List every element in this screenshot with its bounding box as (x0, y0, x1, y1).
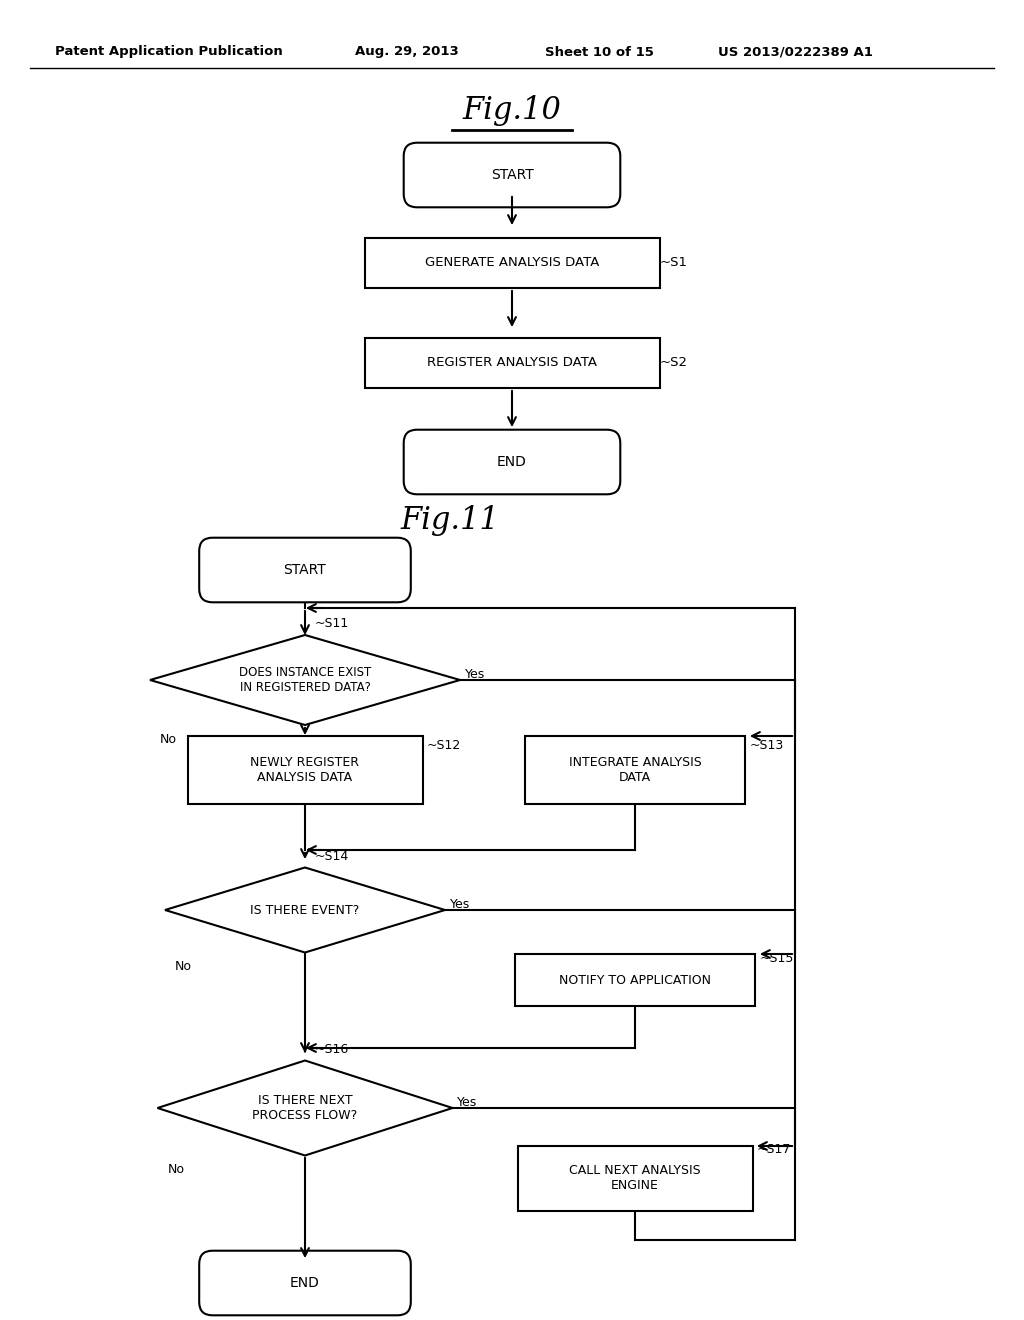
Text: ~S13: ~S13 (750, 739, 784, 752)
Text: Yes: Yes (457, 1097, 477, 1110)
FancyBboxPatch shape (200, 1251, 411, 1315)
FancyBboxPatch shape (403, 143, 621, 207)
Text: NOTIFY TO APPLICATION: NOTIFY TO APPLICATION (559, 974, 711, 986)
Text: ~S11: ~S11 (315, 616, 349, 630)
Text: Patent Application Publication: Patent Application Publication (55, 45, 283, 58)
Text: ~S15: ~S15 (760, 952, 795, 965)
Text: ~S2: ~S2 (660, 356, 688, 370)
Text: Aug. 29, 2013: Aug. 29, 2013 (355, 45, 459, 58)
FancyBboxPatch shape (403, 430, 621, 494)
Text: Sheet 10 of 15: Sheet 10 of 15 (545, 45, 654, 58)
Text: No: No (160, 733, 177, 746)
Text: INTEGRATE ANALYSIS
DATA: INTEGRATE ANALYSIS DATA (568, 756, 701, 784)
Bar (525, 737, 745, 804)
Bar (365, 338, 659, 388)
Text: END: END (497, 455, 527, 469)
Bar (515, 954, 755, 1006)
FancyBboxPatch shape (200, 537, 411, 602)
Bar (365, 238, 659, 288)
Bar (187, 737, 423, 804)
Polygon shape (150, 635, 460, 725)
Text: US 2013/0222389 A1: US 2013/0222389 A1 (718, 45, 872, 58)
Bar (517, 1146, 753, 1210)
Text: DOES INSTANCE EXIST
IN REGISTERED DATA?: DOES INSTANCE EXIST IN REGISTERED DATA? (239, 667, 371, 694)
Text: END: END (290, 1276, 319, 1290)
Text: No: No (168, 1163, 185, 1176)
Text: ~S14: ~S14 (315, 850, 349, 863)
Text: START: START (284, 564, 327, 577)
Text: No: No (175, 960, 193, 973)
Polygon shape (165, 867, 445, 953)
Text: REGISTER ANALYSIS DATA: REGISTER ANALYSIS DATA (427, 356, 597, 370)
Text: NEWLY REGISTER
ANALYSIS DATA: NEWLY REGISTER ANALYSIS DATA (251, 756, 359, 784)
Text: Yes: Yes (450, 899, 470, 912)
Text: IS THERE EVENT?: IS THERE EVENT? (251, 903, 359, 916)
Text: ~S1: ~S1 (660, 256, 688, 269)
Text: ~S17: ~S17 (757, 1143, 792, 1156)
Polygon shape (158, 1060, 453, 1155)
Text: CALL NEXT ANALYSIS
ENGINE: CALL NEXT ANALYSIS ENGINE (569, 1164, 700, 1192)
Text: ~S16: ~S16 (315, 1043, 349, 1056)
Text: Fig.11: Fig.11 (400, 504, 500, 536)
Text: IS THERE NEXT
PROCESS FLOW?: IS THERE NEXT PROCESS FLOW? (252, 1094, 357, 1122)
Text: Yes: Yes (465, 668, 485, 681)
Text: Fig.10: Fig.10 (463, 95, 561, 125)
Text: START: START (490, 168, 534, 182)
Text: GENERATE ANALYSIS DATA: GENERATE ANALYSIS DATA (425, 256, 599, 269)
Text: ~S12: ~S12 (427, 739, 461, 752)
